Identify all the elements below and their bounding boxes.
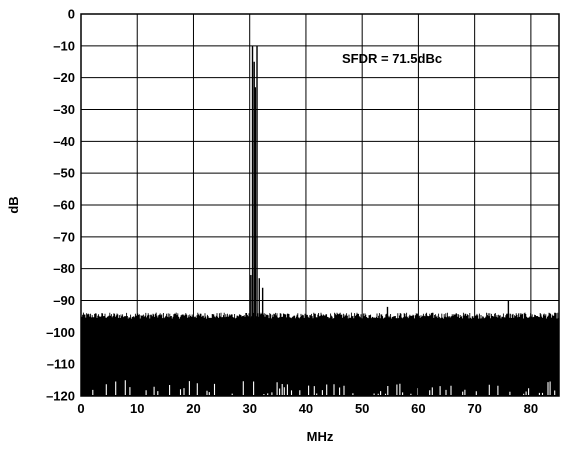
x-tick-label: 0 — [77, 401, 84, 416]
y-axis-title: dB — [6, 196, 21, 213]
noise-trace — [80, 312, 560, 396]
x-tick-label: 20 — [186, 401, 200, 416]
grid — [81, 14, 559, 396]
noise-gaps — [92, 380, 556, 395]
plot-frame — [80, 13, 560, 397]
y-tick-label: –110 — [47, 357, 75, 372]
x-axis-title: MHz — [307, 429, 334, 444]
y-tick-labels: 0 –10 –20 –30 –40 –50 –60 –70 –80 –90 –100 –110 –120 — [46, 7, 75, 404]
y-tick-label: –30 — [53, 102, 75, 117]
y-tick-label: 0 — [68, 7, 75, 22]
y-tick-label: –100 — [46, 325, 75, 340]
x-tick-label: 70 — [467, 401, 481, 416]
y-tick-label: –60 — [53, 198, 75, 213]
y-tick-label: –10 — [53, 38, 75, 53]
y-tick-label: –50 — [53, 166, 75, 181]
x-tick-label: 60 — [411, 401, 425, 416]
y-tick-label: –70 — [53, 229, 75, 244]
y-tick-label: –40 — [53, 134, 75, 149]
x-tick-label: 50 — [355, 401, 369, 416]
y-tick-label: –20 — [53, 70, 75, 85]
sfdr-annotation: SFDR = 71.5dBc — [342, 51, 442, 66]
x-tick-label: 40 — [299, 401, 313, 416]
x-tick-label: 10 — [130, 401, 144, 416]
signal-peaks — [250, 45, 510, 324]
y-tick-label: –120 — [46, 389, 75, 404]
x-tick-label: 30 — [242, 401, 256, 416]
y-tick-label: –80 — [53, 261, 75, 276]
x-tick-label: 80 — [524, 401, 538, 416]
y-tick-label: –90 — [53, 293, 75, 308]
x-tick-labels: 0 10 20 30 40 50 60 70 80 — [77, 401, 538, 416]
noise-floor — [80, 312, 560, 396]
